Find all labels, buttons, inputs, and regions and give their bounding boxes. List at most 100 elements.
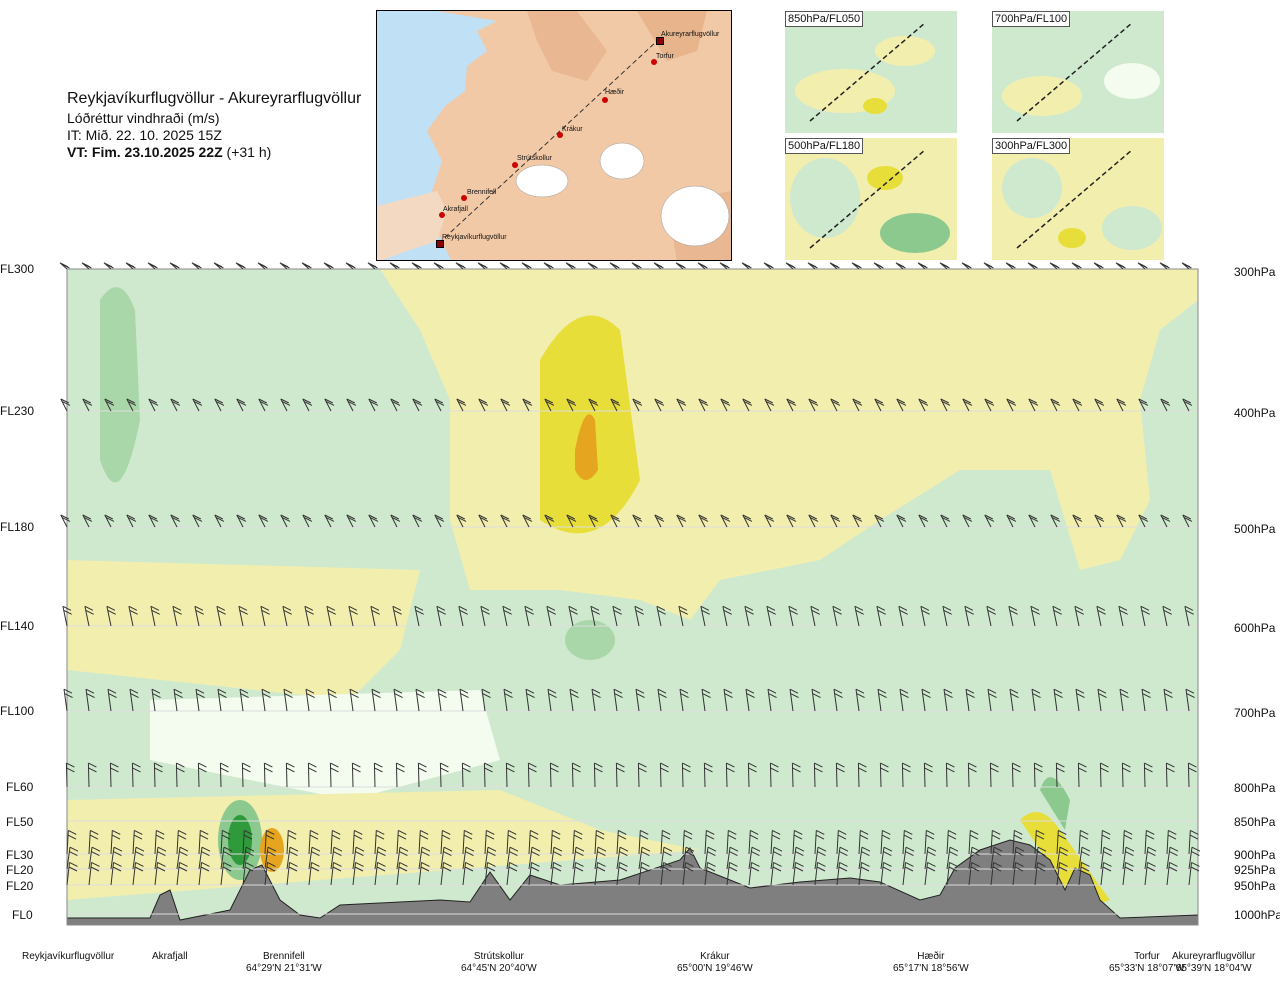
wind-barb-flag: [787, 263, 796, 269]
wind-barb-flag: [852, 514, 862, 520]
wind-barb-flag: [1103, 861, 1112, 867]
wind-barb-flag: [918, 514, 928, 520]
wind-barb-flag: [990, 767, 999, 773]
wind-barb-flag: [215, 516, 225, 522]
wind-barb-staff: [154, 830, 157, 855]
wind-barb-flag: [619, 861, 628, 867]
wind-barb-flag: [1163, 609, 1172, 615]
wind-barb-flag: [85, 609, 94, 615]
wind-barb-staff: [945, 763, 948, 788]
wind-barb-flag: [354, 829, 363, 835]
wind-barb-flag: [441, 834, 451, 840]
wind-barb-flag: [838, 829, 847, 835]
wind-barb-staff: [722, 606, 728, 627]
wind-barb-flag: [528, 762, 537, 768]
wind-barb-flag: [479, 400, 489, 406]
wind-barb-flag: [374, 762, 383, 768]
wind-barb-staff: [461, 763, 464, 788]
wind-barb-flag: [63, 688, 73, 694]
wind-barb-staff: [264, 830, 267, 855]
wind-barb-flag: [91, 861, 100, 867]
wind-barb-staff: [308, 862, 312, 886]
wind-barb-flag: [245, 861, 254, 867]
wind-barb-staff: [219, 763, 222, 788]
wind-barb-flag: [1072, 398, 1082, 404]
wind-barb-flag: [662, 866, 672, 872]
wind-barb-staff: [330, 862, 334, 886]
wind-barb-flag: [809, 400, 819, 406]
wind-barb-staff: [638, 847, 643, 870]
wind-barb-staff: [836, 830, 839, 855]
wind-barb-flag: [352, 767, 361, 773]
wind-barb-staff: [439, 763, 442, 788]
wind-barb-flag: [156, 829, 165, 835]
wind-barb-staff: [965, 689, 970, 712]
wind-barb-staff: [1162, 606, 1168, 627]
fl-label: FL300: [0, 262, 35, 276]
wind-barb-flag: [303, 400, 313, 406]
wind-barb-staff: [880, 862, 884, 886]
wind-barb-flag: [550, 762, 559, 768]
location-coord: 64°29'N 21°31'W: [246, 963, 322, 974]
wind-barb-staff: [368, 398, 376, 412]
location-name: Torfur: [1134, 951, 1160, 962]
hpa-label: 850hPa: [1234, 815, 1276, 829]
wind-barb-flag: [157, 861, 166, 867]
wind-barb-staff: [1188, 862, 1192, 886]
wind-barb-staff: [1160, 398, 1168, 412]
wind-barb-flag: [1125, 861, 1134, 867]
wind-barb-staff: [373, 763, 376, 788]
wind-barb-staff: [65, 763, 68, 788]
wind-barb-staff: [417, 763, 420, 788]
wind-barb-flag: [176, 767, 185, 773]
wind-barb-flag: [589, 400, 599, 406]
wind-barb-staff: [682, 847, 687, 870]
wind-barb-flag: [566, 398, 576, 404]
wind-barb-flag: [588, 398, 598, 404]
wind-barb-flag: [531, 861, 540, 867]
wind-barb-flag: [398, 866, 408, 872]
wind-barb-flag: [553, 846, 563, 852]
wind-barb-flag: [528, 767, 537, 773]
wind-barb-flag: [721, 263, 730, 269]
thumbnail-850[interactable]: 850hPa/FL050: [785, 11, 957, 133]
wind-barb-flag: [133, 834, 143, 840]
wind-barb-flag: [1183, 263, 1192, 269]
wind-barb-staff: [153, 763, 156, 788]
wind-barb-flag: [743, 516, 753, 522]
wind-barb-staff: [396, 862, 400, 886]
wind-barb-staff: [176, 847, 181, 870]
wind-barb-flag: [1182, 514, 1192, 520]
thumbnail-500[interactable]: 500hPa/FL180: [785, 138, 957, 260]
wind-barb-staff: [1078, 862, 1082, 886]
wind-barb-staff: [1182, 398, 1190, 412]
wind-barb-flag: [325, 263, 334, 269]
wind-barb-flag: [787, 516, 797, 522]
wind-barb-flag: [594, 767, 603, 773]
wind-barb-staff: [327, 689, 332, 712]
wind-barb-staff: [858, 830, 861, 855]
wind-barb-flag: [1116, 398, 1126, 404]
wind-barb-flag: [465, 851, 474, 857]
wind-barb-staff: [654, 514, 662, 528]
wind-barb-flag: [486, 829, 495, 835]
wind-barb-flag: [1167, 834, 1177, 840]
wind-barb-flag: [701, 688, 711, 694]
wind-barb-flag: [442, 866, 452, 872]
wind-barb-flag: [903, 834, 913, 840]
wind-barb-flag: [920, 605, 930, 611]
wind-barb-flag: [280, 514, 290, 520]
thumbnail-300[interactable]: 300hPa/FL300: [992, 138, 1164, 260]
wind-barb-flag: [176, 762, 185, 768]
thumbnail-700[interactable]: 700hPa/FL100: [992, 11, 1164, 133]
wind-barb-flag: [223, 846, 233, 852]
wind-barb-staff: [572, 862, 576, 886]
wind-barb-flag: [1057, 834, 1067, 840]
wind-barb-flag: [641, 846, 651, 852]
wind-barb-flag: [966, 693, 975, 699]
issue-time: IT: Mið. 22. 10. 2025 15Z: [67, 127, 222, 143]
wind-barb-staff: [1006, 398, 1014, 412]
wind-barb-staff: [701, 689, 706, 712]
wind-barb-flag: [214, 514, 224, 520]
wind-barb-staff: [902, 830, 905, 855]
